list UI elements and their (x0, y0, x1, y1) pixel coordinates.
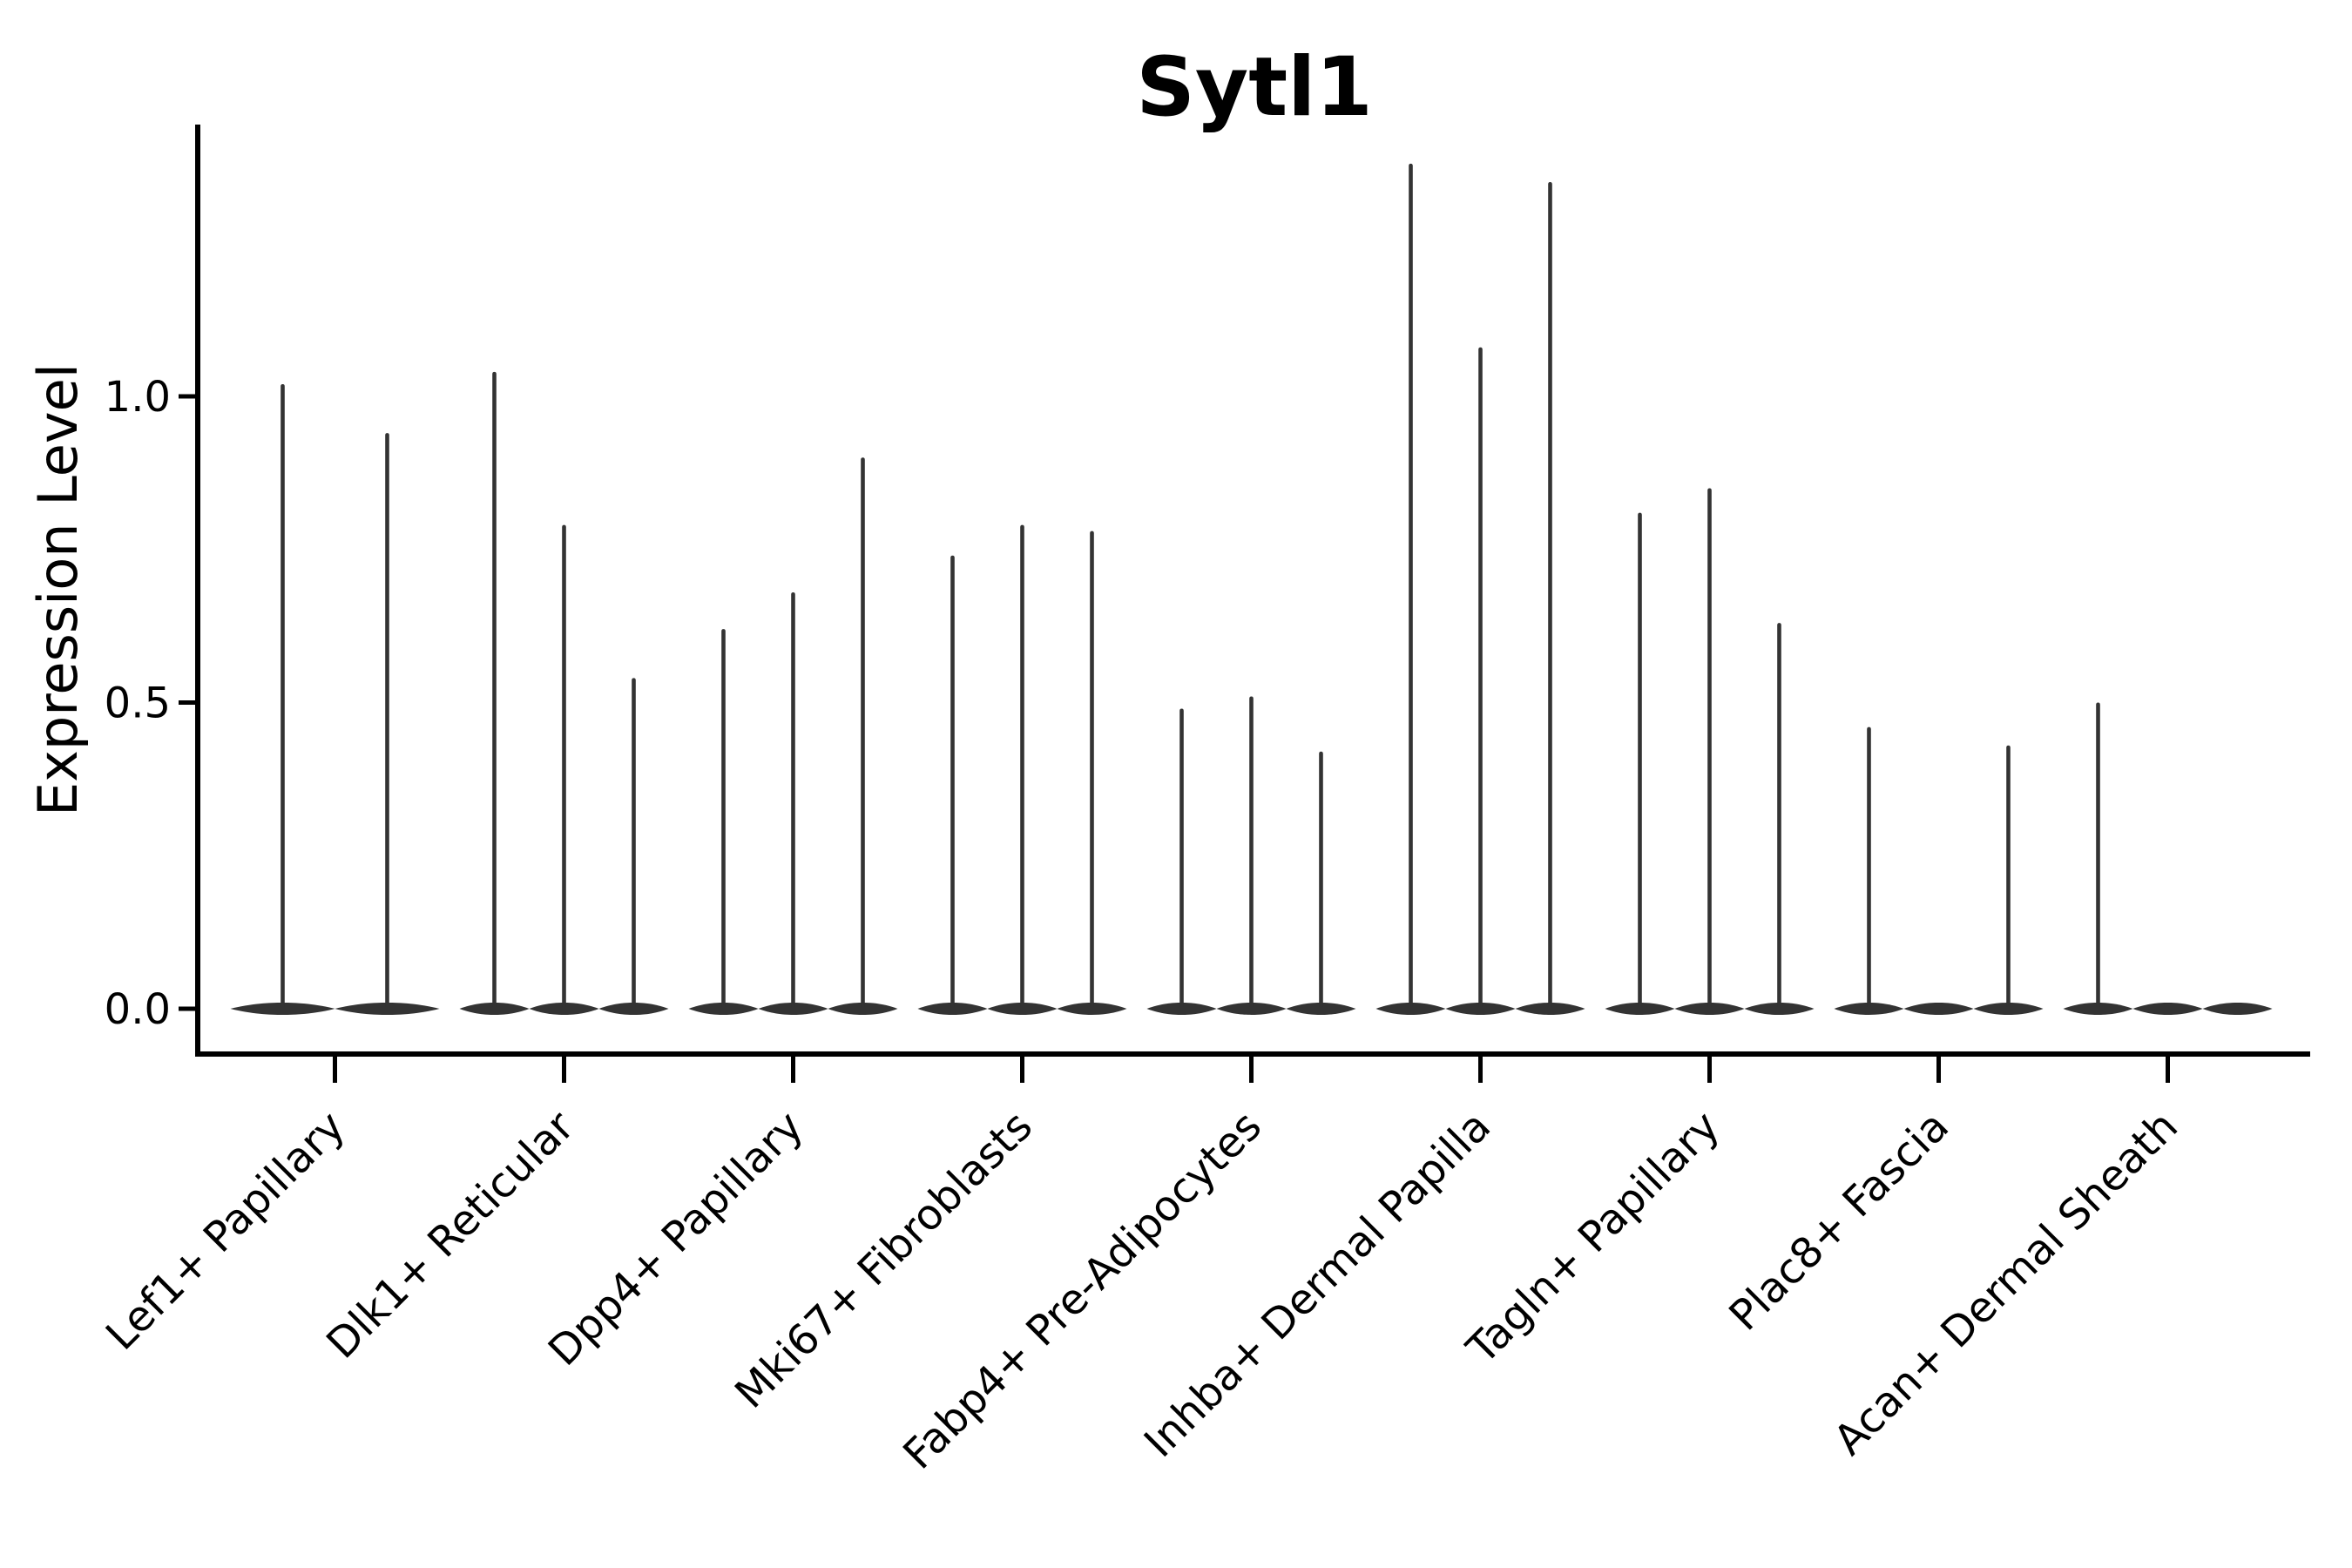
violin-base (758, 1003, 828, 1015)
violin-base (1973, 1003, 2044, 1015)
violin-spike (1548, 181, 1552, 1007)
violin-spike (385, 433, 389, 1007)
violin-spike (1249, 696, 1254, 1007)
violin-spike (1020, 524, 1024, 1007)
violin-base (529, 1003, 599, 1015)
violin-base (1375, 1003, 1446, 1015)
violin-base (1216, 1003, 1287, 1015)
y-tick-label: 1.0 (105, 373, 171, 422)
violin-base (828, 1003, 898, 1015)
violin-spike (2006, 745, 2011, 1007)
violin-base (1445, 1003, 1516, 1015)
violin-base (2132, 1003, 2203, 1015)
violin-spike (280, 383, 285, 1007)
violin-spike (1707, 488, 1712, 1007)
violin-base (917, 1003, 988, 1015)
violin-base (1146, 1003, 1217, 1015)
violin-base (1903, 1003, 1974, 1015)
x-tick-label: Dpp4+ Papillary (539, 1102, 813, 1375)
violin-spike (1867, 727, 1871, 1007)
violin-base (1674, 1003, 1745, 1015)
violin-spike (861, 457, 865, 1007)
violin-base (987, 1003, 1058, 1015)
violin-base (688, 1003, 759, 1015)
violin-spike (1409, 163, 1413, 1008)
violin-base (1515, 1003, 1585, 1015)
violin-spike (492, 371, 497, 1007)
x-tick-label: Tagln+ Papillary (1457, 1102, 1729, 1374)
violin-base (335, 1003, 440, 1015)
y-ticks-layer: 0.0 0.5 1.0 (105, 373, 198, 1034)
y-tick-label: 0.5 (105, 679, 171, 727)
violin-base (1605, 1003, 1675, 1015)
chart-title: Sytl1 (1136, 40, 1373, 135)
violin-base (1286, 1003, 1356, 1015)
violin-spike (2096, 702, 2100, 1007)
violin-spike (1090, 531, 1094, 1007)
violin-base (598, 1003, 669, 1015)
violin-spike (950, 555, 955, 1007)
x-tick-label: Dlk1+ Reticular (317, 1102, 584, 1369)
violin-base (2202, 1003, 2273, 1015)
y-tick-label: 0.0 (105, 985, 171, 1034)
violins-layer (230, 163, 2273, 1015)
x-tick-label: Plac8+ Fascia (1720, 1102, 1958, 1341)
violin-spike (632, 678, 636, 1007)
violin-spike (1777, 623, 1781, 1007)
violin-base (1744, 1003, 1815, 1015)
violin-base (1057, 1003, 1127, 1015)
violin-spike (721, 629, 726, 1007)
violin-spike (1638, 512, 1642, 1007)
violin-base (2063, 1003, 2133, 1015)
violin-spike (562, 524, 566, 1007)
y-axis-label: Expression Level (26, 363, 90, 816)
violin-spike (1179, 708, 1184, 1007)
violin-spike (791, 591, 795, 1007)
violin-spike (1478, 347, 1483, 1007)
violin-spike (1319, 751, 1323, 1007)
violin-base (459, 1003, 530, 1015)
violin-base (1834, 1003, 1904, 1015)
x-tick-label: Lef1+ Papillary (97, 1102, 355, 1360)
violin-base (230, 1003, 335, 1015)
